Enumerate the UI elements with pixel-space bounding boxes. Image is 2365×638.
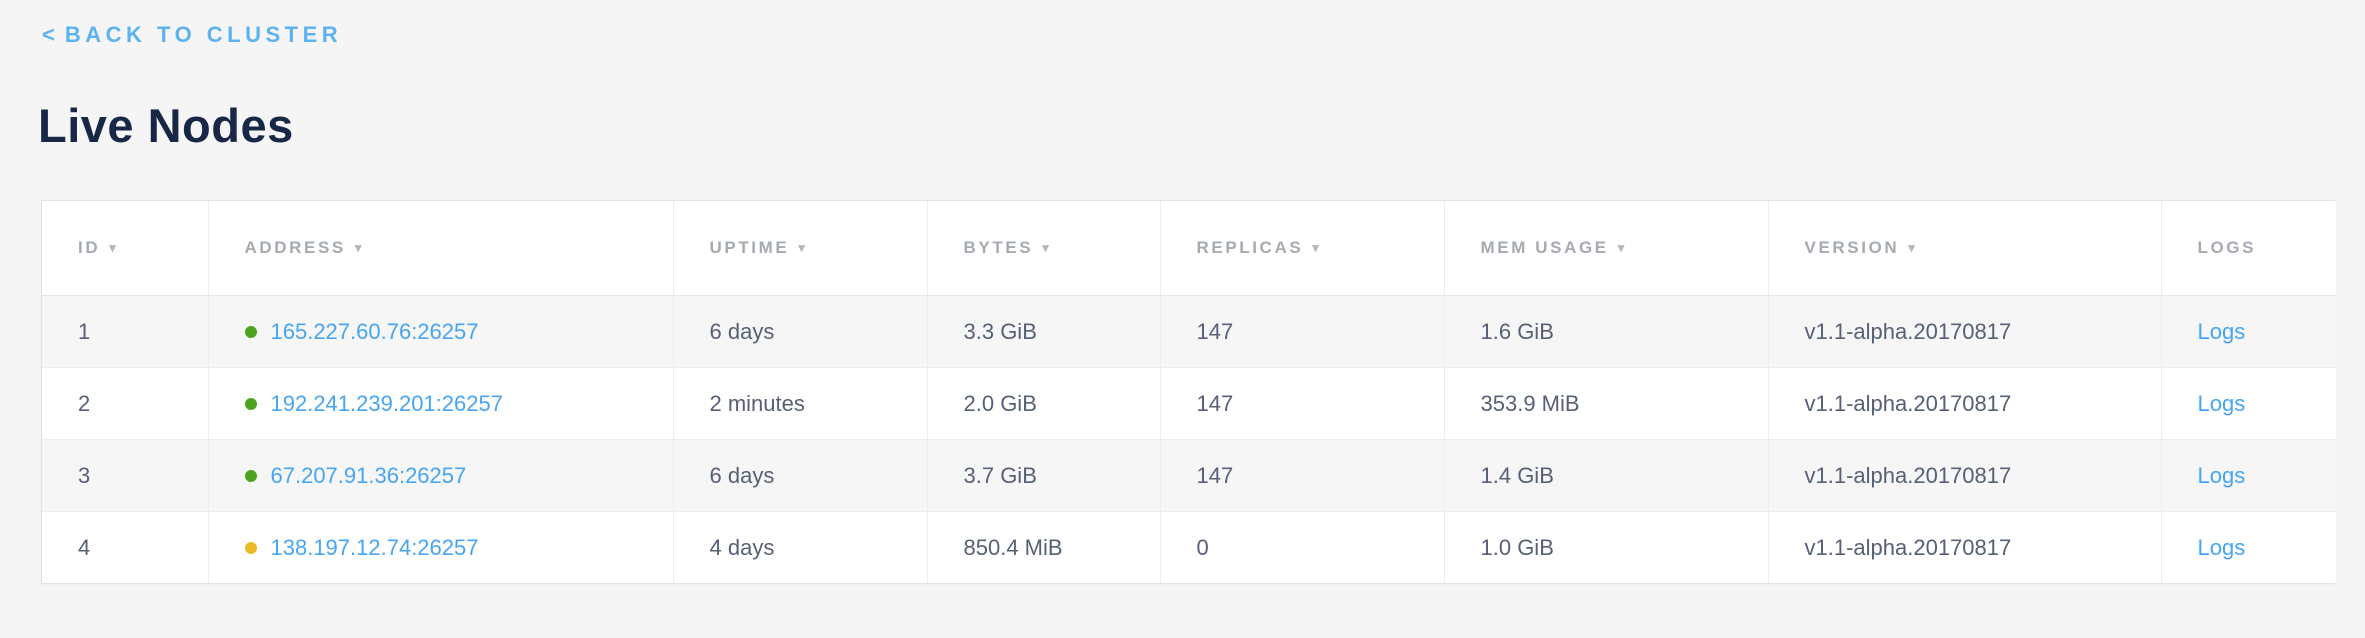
cell-replicas: 0 bbox=[1160, 511, 1445, 583]
logs-link[interactable]: Logs bbox=[2197, 390, 2246, 416]
logs-link[interactable]: Logs bbox=[2197, 318, 2246, 344]
column-label: REPLICAS bbox=[1196, 238, 1304, 257]
node-health-warning-icon bbox=[244, 541, 257, 554]
cell-version: v1.1-alpha.20170817 bbox=[1768, 511, 2162, 583]
cell-node-id: 4 bbox=[42, 511, 209, 583]
cell-replicas: 147 bbox=[1160, 367, 1445, 440]
column-header-mem-usage[interactable]: MEM USAGE ▾ bbox=[1444, 201, 1769, 296]
cell-address: 67.207.91.36:26257 bbox=[208, 439, 674, 512]
cell-node-id: 2 bbox=[42, 367, 209, 440]
table-row: 1 165.227.60.76:26257 6 days 3.3 GiB 147… bbox=[42, 295, 2336, 368]
column-header-replicas[interactable]: REPLICAS ▾ bbox=[1160, 201, 1445, 296]
cell-mem-usage: 1.0 GiB bbox=[1444, 511, 1769, 583]
column-header-address[interactable]: ADDRESS ▾ bbox=[208, 201, 674, 296]
sort-arrow-icon: ▾ bbox=[798, 240, 808, 255]
column-header-logs: LOGS bbox=[2161, 201, 2336, 296]
table-row: 4 138.197.12.74:26257 4 days 850.4 MiB 0… bbox=[42, 511, 2336, 583]
cell-bytes: 3.7 GiB bbox=[927, 439, 1161, 512]
cell-mem-usage: 1.4 GiB bbox=[1444, 439, 1769, 512]
column-label: VERSION bbox=[1804, 238, 1900, 257]
cell-bytes: 2.0 GiB bbox=[927, 367, 1161, 440]
column-label: MEM USAGE bbox=[1480, 238, 1609, 257]
node-address-link[interactable]: 165.227.60.76:26257 bbox=[270, 318, 479, 344]
logs-link[interactable]: Logs bbox=[2197, 462, 2246, 488]
sort-arrow-icon: ▾ bbox=[109, 240, 119, 255]
sort-arrow-icon: ▾ bbox=[354, 240, 364, 255]
cell-bytes: 3.3 GiB bbox=[927, 295, 1161, 368]
cell-uptime: 2 minutes bbox=[673, 367, 928, 440]
column-header-bytes[interactable]: BYTES ▾ bbox=[927, 201, 1161, 296]
logs-link[interactable]: Logs bbox=[2197, 534, 2246, 560]
node-health-healthy-icon bbox=[244, 469, 257, 482]
live-nodes-table: ID ▾ ADDRESS ▾ UPTIME ▾ BYTES ▾ REPLICAS ▾ ME… bbox=[42, 201, 2336, 583]
cell-node-id: 1 bbox=[42, 295, 209, 368]
node-address-link[interactable]: 138.197.12.74:26257 bbox=[270, 534, 479, 560]
sort-arrow-icon: ▾ bbox=[1617, 240, 1627, 255]
column-header-id[interactable]: ID ▾ bbox=[42, 201, 209, 296]
cell-replicas: 147 bbox=[1160, 439, 1445, 512]
cell-uptime: 6 days bbox=[673, 439, 928, 512]
column-label: ADDRESS bbox=[244, 238, 346, 257]
back-chevron-icon: < bbox=[42, 22, 55, 47]
node-health-healthy-icon bbox=[244, 325, 257, 338]
cell-logs: Logs bbox=[2161, 439, 2336, 512]
cell-bytes: 850.4 MiB bbox=[927, 511, 1161, 583]
column-label: UPTIME bbox=[709, 238, 790, 257]
back-to-cluster-label: BACK TO CLUSTER bbox=[64, 22, 343, 47]
sort-arrow-icon: ▾ bbox=[1908, 240, 1918, 255]
table-row: 3 67.207.91.36:26257 6 days 3.7 GiB 147 … bbox=[42, 439, 2336, 512]
cell-version: v1.1-alpha.20170817 bbox=[1768, 367, 2162, 440]
cell-address: 165.227.60.76:26257 bbox=[208, 295, 674, 368]
cell-uptime: 4 days bbox=[673, 511, 928, 583]
cell-mem-usage: 353.9 MiB bbox=[1444, 367, 1769, 440]
cell-address: 138.197.12.74:26257 bbox=[208, 511, 674, 583]
cell-address: 192.241.239.201:26257 bbox=[208, 367, 674, 440]
node-address-link[interactable]: 67.207.91.36:26257 bbox=[270, 462, 467, 488]
page-title: Live Nodes bbox=[38, 99, 294, 152]
cell-replicas: 147 bbox=[1160, 295, 1445, 368]
table-header-row: ID ▾ ADDRESS ▾ UPTIME ▾ BYTES ▾ REPLICAS ▾ ME… bbox=[42, 201, 2336, 296]
column-header-uptime[interactable]: UPTIME ▾ bbox=[673, 201, 928, 296]
cell-uptime: 6 days bbox=[673, 295, 928, 368]
cell-logs: Logs bbox=[2161, 367, 2336, 440]
node-health-healthy-icon bbox=[244, 397, 257, 410]
sort-arrow-icon: ▾ bbox=[1042, 240, 1052, 255]
cell-node-id: 3 bbox=[42, 439, 209, 512]
column-header-version[interactable]: VERSION ▾ bbox=[1768, 201, 2162, 296]
table-row: 2 192.241.239.201:26257 2 minutes 2.0 Gi… bbox=[42, 367, 2336, 440]
column-label: LOGS bbox=[2197, 238, 2257, 257]
live-nodes-table-container: ID ▾ ADDRESS ▾ UPTIME ▾ BYTES ▾ REPLICAS ▾ ME… bbox=[41, 200, 2336, 584]
column-label: ID bbox=[78, 238, 101, 257]
node-address-link[interactable]: 192.241.239.201:26257 bbox=[270, 390, 503, 416]
cell-version: v1.1-alpha.20170817 bbox=[1768, 295, 2162, 368]
sort-arrow-icon: ▾ bbox=[1312, 240, 1322, 255]
cell-logs: Logs bbox=[2161, 295, 2336, 368]
back-to-cluster-link[interactable]: < BACK TO CLUSTER bbox=[42, 22, 342, 48]
cell-version: v1.1-alpha.20170817 bbox=[1768, 439, 2162, 512]
cell-mem-usage: 1.6 GiB bbox=[1444, 295, 1769, 368]
cell-logs: Logs bbox=[2161, 511, 2336, 583]
column-label: BYTES bbox=[963, 238, 1034, 257]
